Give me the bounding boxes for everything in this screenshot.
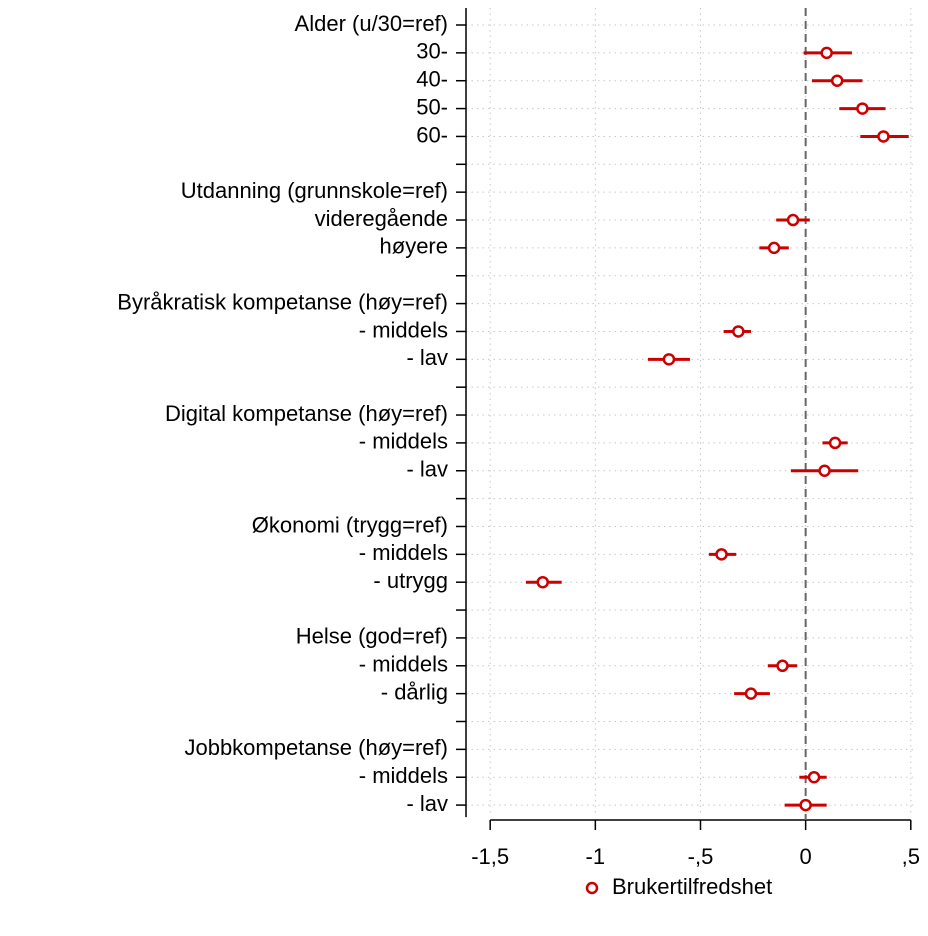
point-estimate: [818, 464, 831, 478]
y-tick-label: Jobbkompetanse (høy=ref): [184, 735, 448, 760]
point-estimate: [662, 353, 676, 366]
y-tick-label: Økonomi (trygg=ref): [252, 512, 448, 537]
point-estimate: [877, 130, 890, 143]
point-estimate: [830, 74, 844, 87]
y-tick-label: Utdanning (grunnskole=ref): [181, 178, 448, 203]
x-tick-label: -1: [586, 844, 606, 869]
legend-marker: [585, 881, 599, 895]
y-tick-label: 60-: [416, 122, 448, 147]
point-estimate: [767, 241, 781, 255]
y-tick-label: - middels: [359, 652, 448, 677]
y-tick-label: videregående: [315, 206, 448, 231]
y-tick-label: - lav: [406, 791, 448, 816]
y-tick-label: - middels: [359, 317, 448, 342]
y-tick-label: - dårlig: [381, 679, 448, 704]
point-estimate: [715, 548, 728, 561]
y-tick-label: Byråkratisk kompetanse (høy=ref): [117, 289, 448, 314]
x-tick-label: -,5: [688, 844, 714, 869]
y-tick-label: - lav: [406, 345, 448, 370]
point-estimate: [786, 213, 800, 227]
y-tick-label: - middels: [359, 763, 448, 788]
y-tick-label: 50-: [416, 94, 448, 119]
point-estimate: [799, 798, 812, 812]
y-tick-label: høyere: [380, 234, 448, 259]
point-estimate: [820, 46, 833, 60]
point-estimate: [744, 687, 758, 700]
y-tick-label: Digital kompetanse (høy=ref): [165, 401, 448, 426]
y-tick-label: 40-: [416, 67, 448, 92]
y-tick-label: Alder (u/30=ref): [295, 11, 448, 36]
y-tick-label: - middels: [359, 429, 448, 454]
point-estimate: [807, 770, 821, 784]
point-estimate: [536, 575, 550, 589]
legend-label: Brukertilfredshet: [612, 874, 772, 899]
y-tick-label: - middels: [359, 540, 448, 565]
y-tick-label: Helse (god=ref): [296, 624, 448, 649]
point-estimate: [828, 436, 842, 450]
point-estimate: [776, 659, 789, 673]
x-tick-label: 0: [800, 844, 812, 869]
y-tick-label: 30-: [416, 39, 448, 64]
y-tick-label: - lav: [406, 457, 448, 482]
point-estimate: [856, 102, 869, 115]
x-tick-label: ,5: [902, 844, 920, 869]
x-tick-label: -1,5: [471, 844, 509, 869]
y-tick-label: - utrygg: [373, 568, 448, 593]
point-estimate: [732, 325, 745, 338]
